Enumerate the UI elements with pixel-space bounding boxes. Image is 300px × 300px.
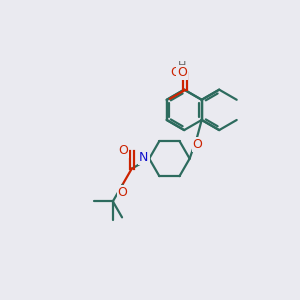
Text: O: O [177,66,187,80]
Text: O: O [118,186,128,199]
Text: O: O [118,144,128,157]
Text: O: O [193,138,202,151]
Text: N: N [139,151,148,164]
Text: O: O [170,66,180,80]
Text: H: H [178,61,186,71]
